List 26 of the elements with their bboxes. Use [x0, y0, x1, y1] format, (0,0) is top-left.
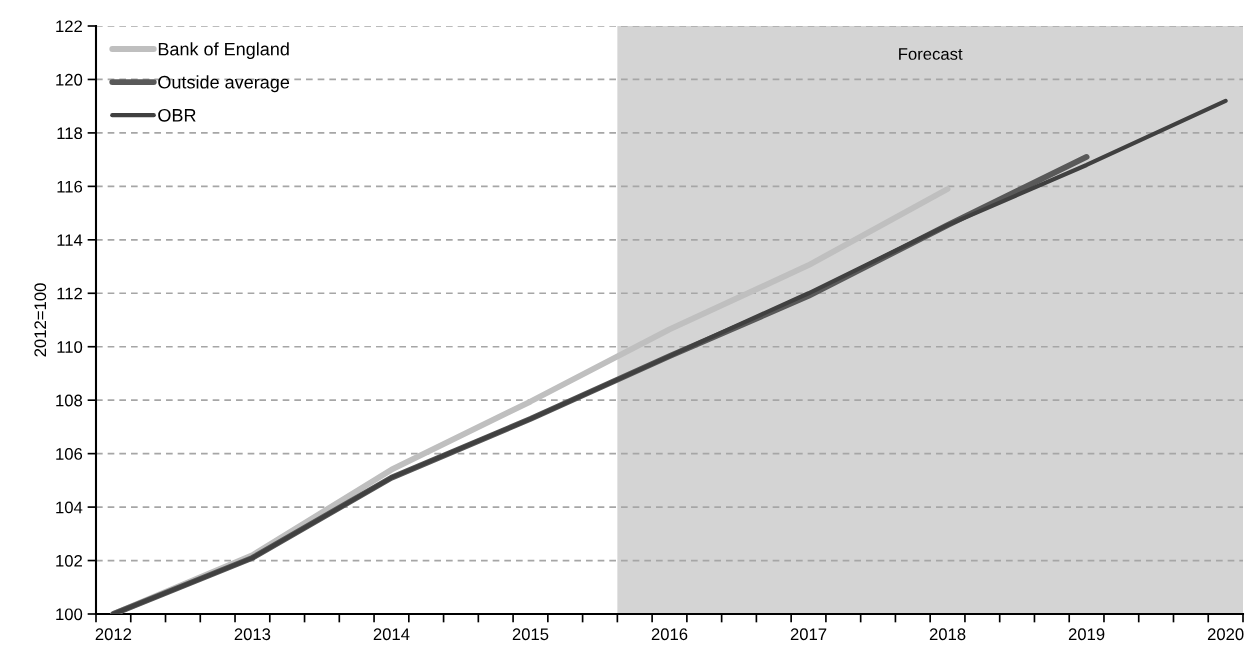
legend-label: OBR	[158, 108, 196, 122]
x-tick-label: 2015	[512, 628, 549, 641]
x-tick-label: 2019	[1068, 628, 1105, 641]
y-tick-label: 120	[56, 73, 83, 86]
x-tick-label: 2012	[95, 628, 132, 641]
y-tick-label: 116	[57, 180, 83, 193]
x-tick-label: 2016	[651, 628, 688, 641]
y-tick-label: 100	[56, 608, 83, 621]
legend-label: Outside average	[158, 75, 290, 93]
y-tick-label: 104	[56, 501, 83, 514]
y-tick-label: 106	[56, 448, 83, 460]
y-tick-label: 114	[57, 234, 83, 246]
x-tick-label: 2018	[929, 628, 966, 641]
y-tick-label: 112	[57, 287, 82, 300]
y-tick-label: 102	[56, 554, 82, 567]
x-tick-label: 2017	[790, 628, 827, 641]
y-tick-label: 110	[57, 341, 83, 353]
legend-label: Bank of England	[158, 42, 289, 60]
x-tick-label: 2013	[234, 628, 271, 641]
x-tick-label: 2014	[373, 628, 410, 641]
x-tick-label: 2020	[1207, 628, 1244, 641]
y-tick-label: 122	[56, 20, 82, 33]
band-label: Forecast	[899, 48, 963, 60]
y-axis-title: 2012=100	[34, 283, 47, 357]
y-tick-label: 108	[56, 394, 83, 407]
y-tick-label: 118	[57, 127, 83, 140]
